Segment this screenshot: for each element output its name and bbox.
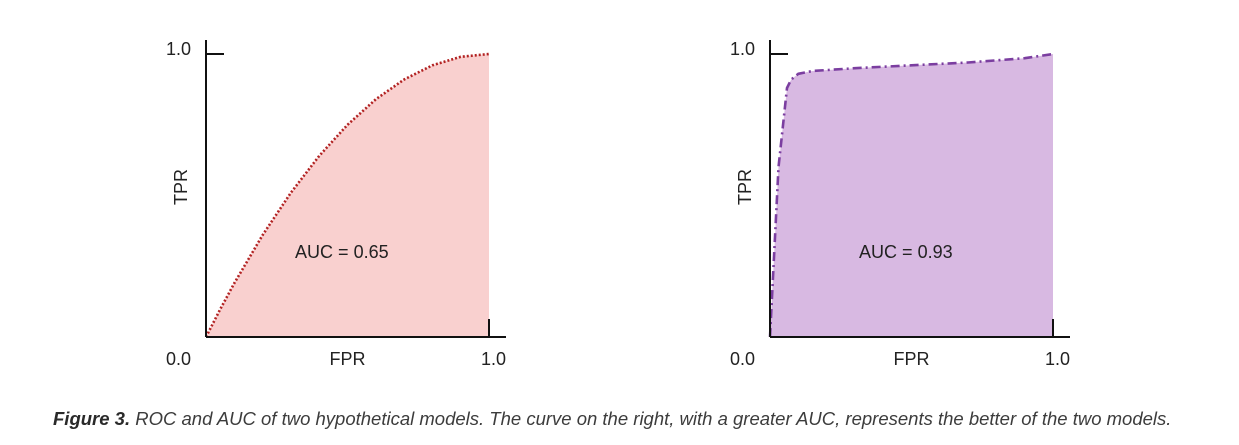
x-axis-label-1: FPR — [330, 349, 366, 369]
y-tick-label-top-1: 1.0 — [166, 39, 191, 59]
x-tick-label-right-1: 1.0 — [481, 349, 506, 369]
auc-annotation-2: AUC = 0.93 — [859, 242, 953, 262]
auc-area-1 — [206, 54, 489, 337]
roc-curve-2 — [768, 52, 1054, 338]
figure-caption-label: Figure 3. — [53, 408, 131, 429]
y-axis-label-2: TPR — [735, 169, 755, 205]
auc-annotation-1: AUC = 0.65 — [295, 242, 389, 262]
y-axis-label-1: TPR — [171, 169, 191, 205]
figure-caption: Figure 3. ROC and AUC of two hypothetica… — [53, 408, 1233, 430]
origin-tick-label-2: 0.0 — [730, 349, 755, 369]
roc-figure: 1.0 0.0 1.0 FPR TPR AUC = 0.65 1.0 0.0 1.0 FPR TPR… — [166, 39, 1070, 369]
figure-caption-text: ROC and AUC of two hypothetical models. … — [135, 408, 1172, 429]
y-tick-label-top-2: 1.0 — [730, 39, 755, 59]
origin-tick-label-1: 0.0 — [166, 349, 191, 369]
auc-area-2 — [770, 54, 1053, 337]
x-axis-label-2: FPR — [894, 349, 930, 369]
roc-curve-1 — [204, 52, 490, 338]
x-tick-label-right-2: 1.0 — [1045, 349, 1070, 369]
